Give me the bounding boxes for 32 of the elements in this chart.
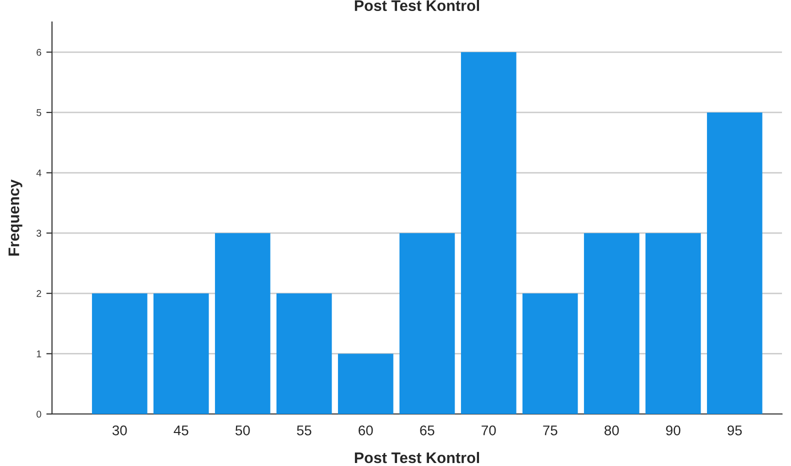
x-tick-label: 60 <box>358 425 373 436</box>
bar <box>706 112 762 414</box>
bar <box>645 233 701 414</box>
x-tick-label: 70 <box>482 425 496 436</box>
x-tick-label: 50 <box>235 425 250 436</box>
chart-title: Post Test Kontrol <box>354 0 480 12</box>
x-tick-label: 90 <box>666 425 680 436</box>
y-tick-label: 3 <box>36 230 42 237</box>
x-tick-label: 95 <box>728 425 742 436</box>
bar <box>338 354 394 414</box>
bar <box>276 293 332 414</box>
y-tick-label: 2 <box>36 290 42 297</box>
y-tick-label: 5 <box>36 109 42 116</box>
bar <box>214 233 270 414</box>
x-tick-label: 55 <box>296 426 312 436</box>
bar <box>460 52 516 414</box>
bar <box>522 293 578 414</box>
y-tick-label: 6 <box>36 48 42 56</box>
bar <box>153 293 209 414</box>
y-axis-title: Frequency <box>8 179 22 256</box>
bar <box>92 293 148 414</box>
y-tick-label: 4 <box>36 170 42 176</box>
bar <box>584 233 640 414</box>
x-axis-title: Post Test Kontrol <box>354 452 480 464</box>
x-tick-label: 45 <box>174 426 188 436</box>
y-tick-label: 0 <box>36 410 42 418</box>
x-tick-label: 65 <box>420 425 434 436</box>
bar <box>399 233 455 414</box>
x-tick-label: 80 <box>604 425 619 436</box>
x-tick-label: 75 <box>543 426 558 436</box>
y-tick-label: 1 <box>36 350 42 358</box>
x-tick-label: 30 <box>112 425 127 436</box>
